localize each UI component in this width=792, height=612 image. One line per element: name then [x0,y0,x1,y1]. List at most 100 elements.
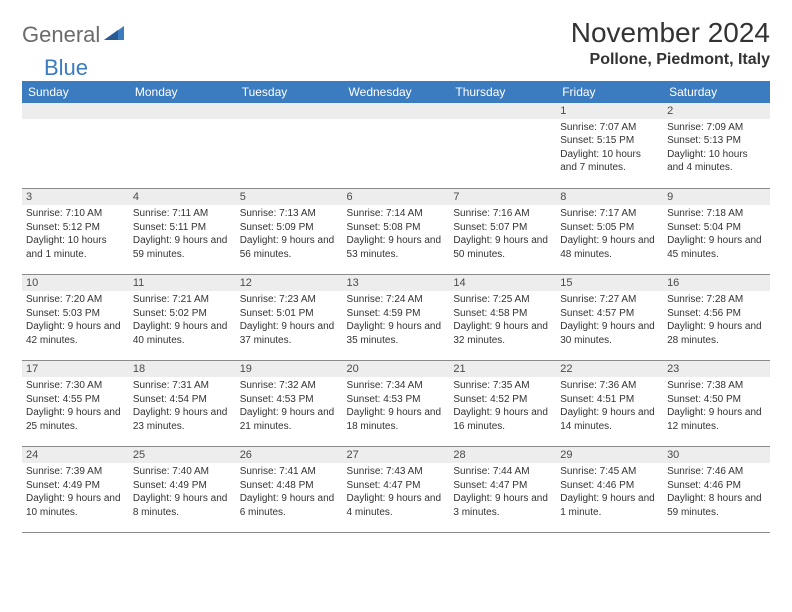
day-details: Sunrise: 7:35 AMSunset: 4:52 PMDaylight:… [453,379,552,433]
day-details: Sunrise: 7:34 AMSunset: 4:53 PMDaylight:… [347,379,446,433]
sunset-text: Sunset: 5:05 PM [560,221,659,235]
day-details: Sunrise: 7:09 AMSunset: 5:13 PMDaylight:… [667,121,766,175]
sunrise-text: Sunrise: 7:10 AM [26,207,125,221]
day-cell [22,103,129,189]
day-details: Sunrise: 7:30 AMSunset: 4:55 PMDaylight:… [26,379,125,433]
daylight-text: Daylight: 9 hours and 30 minutes. [560,320,659,347]
daylight-text: Daylight: 9 hours and 3 minutes. [453,492,552,519]
day-details: Sunrise: 7:45 AMSunset: 4:46 PMDaylight:… [560,465,659,519]
day-number: 21 [449,361,556,377]
location-label: Pollone, Piedmont, Italy [571,51,770,69]
sunrise-text: Sunrise: 7:13 AM [240,207,339,221]
daylight-text: Daylight: 9 hours and 56 minutes. [240,234,339,261]
sunset-text: Sunset: 4:53 PM [347,393,446,407]
empty-day-header [129,103,236,119]
daylight-text: Daylight: 9 hours and 21 minutes. [240,406,339,433]
sunset-text: Sunset: 4:55 PM [26,393,125,407]
daylight-text: Daylight: 9 hours and 25 minutes. [26,406,125,433]
day-details: Sunrise: 7:40 AMSunset: 4:49 PMDaylight:… [133,465,232,519]
sunrise-text: Sunrise: 7:28 AM [667,293,766,307]
day-details: Sunrise: 7:38 AMSunset: 4:50 PMDaylight:… [667,379,766,433]
sunset-text: Sunset: 5:09 PM [240,221,339,235]
day-cell: 25 Sunrise: 7:40 AMSunset: 4:49 PMDayligh… [129,447,236,533]
day-details: Sunrise: 7:17 AMSunset: 5:05 PMDaylight:… [560,207,659,261]
day-number: 6 [343,189,450,205]
day-cell: 19Sunrise: 7:32 AMSunset: 4:53 PMDayligh… [236,361,343,447]
day-cell: 5 Sunrise: 7:13 AMSunset: 5:09 PMDaylight… [236,189,343,275]
sunrise-text: Sunrise: 7:31 AM [133,379,232,393]
daylight-text: Daylight: 9 hours and 1 minute. [560,492,659,519]
sunrise-text: Sunrise: 7:16 AM [453,207,552,221]
day-number: 23 [663,361,770,377]
sunset-text: Sunset: 4:46 PM [667,479,766,493]
day-number: 2 [663,103,770,119]
day-details: Sunrise: 7:20 AMSunset: 5:03 PMDaylight:… [26,293,125,347]
day-cell: 3Sunrise: 7:10 AMSunset: 5:12 PMDaylight… [22,189,129,275]
day-number: 18 [129,361,236,377]
sunrise-text: Sunrise: 7:34 AM [347,379,446,393]
sunrise-text: Sunrise: 7:38 AM [667,379,766,393]
sunset-text: Sunset: 4:49 PM [133,479,232,493]
day-number: 25 [129,447,236,463]
day-details: Sunrise: 7:21 AMSunset: 5:02 PMDaylight:… [133,293,232,347]
day-details: Sunrise: 7:31 AMSunset: 4:54 PMDaylight:… [133,379,232,433]
day-details: Sunrise: 7:16 AMSunset: 5:07 PMDaylight:… [453,207,552,261]
sunrise-text: Sunrise: 7:35 AM [453,379,552,393]
day-cell: 21 Sunrise: 7:35 AMSunset: 4:52 PMDayligh… [449,361,556,447]
daylight-text: Daylight: 8 hours and 59 minutes. [667,492,766,519]
weekday-header: Monday [129,81,236,103]
day-details: Sunrise: 7:18 AMSunset: 5:04 PMDaylight:… [667,207,766,261]
day-number: 26 [236,447,343,463]
sunrise-text: Sunrise: 7:39 AM [26,465,125,479]
day-number: 4 [129,189,236,205]
sunrise-text: Sunrise: 7:17 AM [560,207,659,221]
sunset-text: Sunset: 5:07 PM [453,221,552,235]
calendar-header-row: SundayMondayTuesdayWednesdayThursdayFrid… [22,81,770,103]
day-details: Sunrise: 7:10 AMSunset: 5:12 PMDaylight:… [26,207,125,261]
daylight-text: Daylight: 9 hours and 53 minutes. [347,234,446,261]
day-cell: 16Sunrise: 7:28 AMSunset: 4:56 PMDayligh… [663,275,770,361]
sunset-text: Sunset: 4:53 PM [240,393,339,407]
sunrise-text: Sunrise: 7:44 AM [453,465,552,479]
day-details: Sunrise: 7:32 AMSunset: 4:53 PMDaylight:… [240,379,339,433]
daylight-text: Daylight: 9 hours and 42 minutes. [26,320,125,347]
weekday-header: Sunday [22,81,129,103]
daylight-text: Daylight: 9 hours and 14 minutes. [560,406,659,433]
day-details: Sunrise: 7:41 AMSunset: 4:48 PMDaylight:… [240,465,339,519]
sunset-text: Sunset: 4:56 PM [667,307,766,321]
sunset-text: Sunset: 5:01 PM [240,307,339,321]
daylight-text: Daylight: 10 hours and 1 minute. [26,234,125,261]
sunrise-text: Sunrise: 7:40 AM [133,465,232,479]
sunset-text: Sunset: 5:04 PM [667,221,766,235]
empty-day-header [236,103,343,119]
daylight-text: Daylight: 9 hours and 23 minutes. [133,406,232,433]
weekday-header: Wednesday [343,81,450,103]
daylight-text: Daylight: 9 hours and 32 minutes. [453,320,552,347]
sunset-text: Sunset: 5:02 PM [133,307,232,321]
daylight-text: Daylight: 9 hours and 48 minutes. [560,234,659,261]
sunset-text: Sunset: 4:48 PM [240,479,339,493]
day-details: Sunrise: 7:44 AMSunset: 4:47 PMDaylight:… [453,465,552,519]
title-block: November 2024 Pollone, Piedmont, Italy [571,18,770,69]
day-number: 5 [236,189,343,205]
day-cell: 14Sunrise: 7:25 AMSunset: 4:58 PMDayligh… [449,275,556,361]
empty-day-header [22,103,129,119]
daylight-text: Daylight: 9 hours and 10 minutes. [26,492,125,519]
sunset-text: Sunset: 5:12 PM [26,221,125,235]
sunset-text: Sunset: 5:08 PM [347,221,446,235]
day-cell [343,103,450,189]
day-cell [236,103,343,189]
sunrise-text: Sunrise: 7:14 AM [347,207,446,221]
day-cell: 18 Sunrise: 7:31 AMSunset: 4:54 PMDayligh… [129,361,236,447]
day-details: Sunrise: 7:46 AMSunset: 4:46 PMDaylight:… [667,465,766,519]
day-number: 17 [22,361,129,377]
day-cell: 1Sunrise: 7:07 AMSunset: 5:15 PMDaylight… [556,103,663,189]
daylight-text: Daylight: 9 hours and 50 minutes. [453,234,552,261]
daylight-text: Daylight: 9 hours and 45 minutes. [667,234,766,261]
day-cell: 17 Sunrise: 7:30 AMSunset: 4:55 PMDayligh… [22,361,129,447]
day-details: Sunrise: 7:39 AMSunset: 4:49 PMDaylight:… [26,465,125,519]
day-cell: 23 Sunrise: 7:38 AMSunset: 4:50 PMDayligh… [663,361,770,447]
day-cell: 10Sunrise: 7:20 AMSunset: 5:03 PMDayligh… [22,275,129,361]
sunrise-text: Sunrise: 7:18 AM [667,207,766,221]
sunrise-text: Sunrise: 7:27 AM [560,293,659,307]
